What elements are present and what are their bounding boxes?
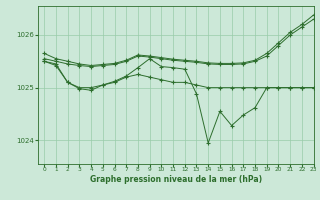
- X-axis label: Graphe pression niveau de la mer (hPa): Graphe pression niveau de la mer (hPa): [90, 175, 262, 184]
